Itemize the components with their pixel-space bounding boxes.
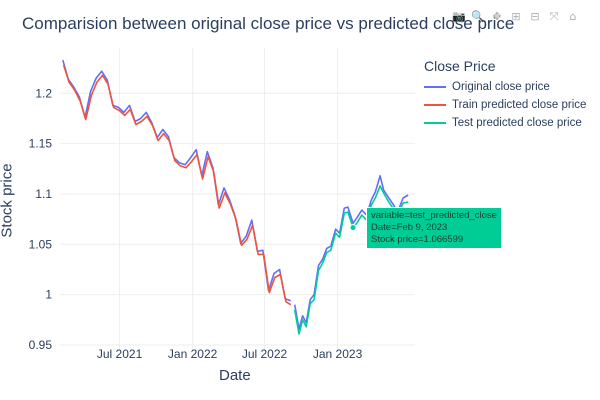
series-line-original: [62, 59, 291, 302]
y-tick-label: 1.05: [29, 237, 53, 251]
series-line-train: [62, 64, 292, 306]
legend-item-original[interactable]: Original close price: [424, 78, 586, 96]
tooltip-date: Date=Feb 9, 2023: [371, 222, 448, 233]
series-line-original-test-period: [293, 175, 409, 330]
tooltip-variable: variable=test_predicted_close: [371, 210, 497, 221]
x-tick-label: Jul 2021: [97, 347, 143, 361]
legend-swatch-original: [424, 86, 446, 88]
gridlines: [60, 48, 415, 350]
hover-tooltip: variable=test_predicted_close Date=Feb 9…: [366, 207, 502, 249]
legend-item-train[interactable]: Train predicted close price: [424, 96, 586, 114]
legend-label-train: Train predicted close price: [452, 99, 587, 111]
y-tick-label: 1: [45, 288, 52, 302]
legend-title: Close Price: [424, 58, 496, 74]
y-tick-label: 1.1: [35, 187, 52, 201]
hover-point: [349, 224, 357, 232]
pan-icon[interactable]: ✥: [492, 10, 502, 23]
chart-title: Comparision between original close price…: [22, 14, 515, 33]
y-axis-ticks: 0.95 1 1.05 1.1 1.15 1.2: [29, 86, 53, 352]
legend-swatch-test: [424, 122, 446, 124]
legend-label-original: Original close price: [452, 81, 550, 93]
hover-marker: [349, 224, 357, 232]
zoom-in-icon[interactable]: ⊞: [511, 10, 521, 23]
y-axis-label: Stock price: [0, 163, 16, 238]
x-tick-label: Jan 2022: [168, 347, 218, 361]
series-lines: [62, 59, 409, 335]
legend-label-test: Test predicted close price: [452, 117, 582, 129]
x-axis-ticks: Jul 2021 Jan 2022 Jul 2022 Jan 2023: [97, 347, 363, 361]
tooltip-value: Stock price=1.066599: [371, 234, 464, 245]
zoom-icon[interactable]: 🔍: [471, 10, 485, 23]
zoom-out-icon[interactable]: ⊟: [530, 10, 540, 23]
legend-item-test[interactable]: Test predicted close price: [424, 114, 586, 132]
y-tick-label: 0.95: [29, 338, 53, 352]
y-tick-label: 1.15: [29, 137, 53, 151]
x-tick-label: Jan 2023: [313, 347, 363, 361]
reset-icon[interactable]: ⌂: [569, 10, 577, 23]
legend-swatch-train: [424, 104, 446, 106]
series-line-test: [293, 185, 409, 335]
x-tick-label: Jul 2022: [242, 347, 288, 361]
legend: Close Price Original close price Train p…: [424, 58, 586, 132]
x-axis-label: Date: [219, 367, 251, 384]
y-tick-label: 1.2: [35, 86, 52, 100]
modebar: 📷 🔍 ✥ ⊞ ⊟ ⤧ ⌂: [452, 10, 580, 24]
camera-icon[interactable]: 📷: [452, 10, 466, 23]
autoscale-icon[interactable]: ⤧: [549, 10, 559, 23]
